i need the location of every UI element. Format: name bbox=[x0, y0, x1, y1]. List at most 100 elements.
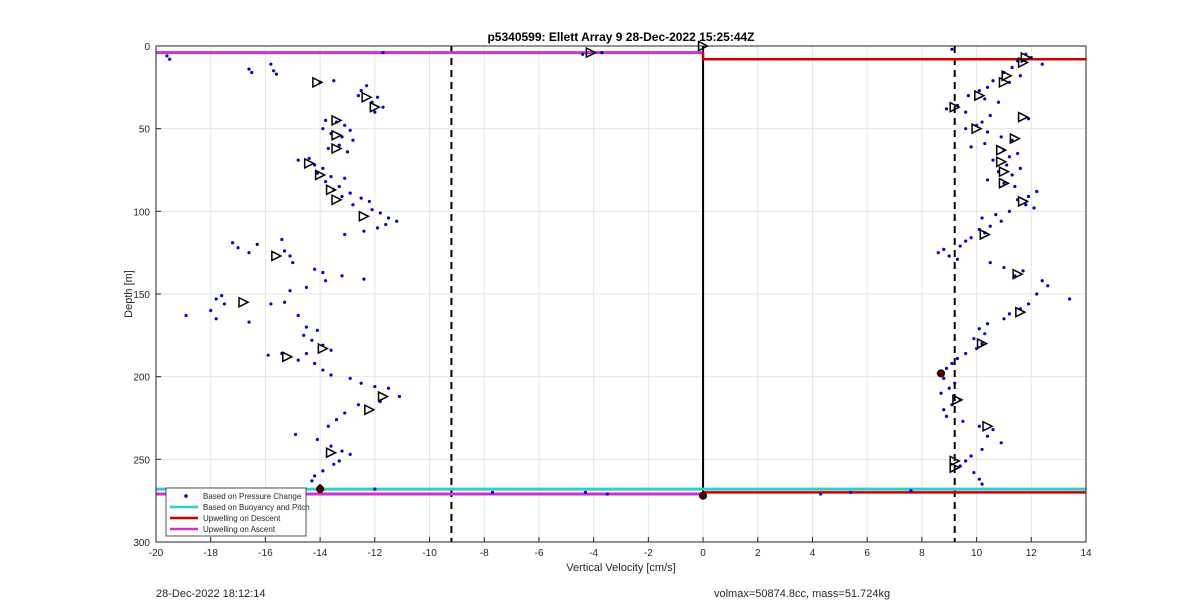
pressure-point bbox=[304, 325, 309, 329]
x-tick-label: 0 bbox=[700, 548, 706, 559]
x-tick-label: 10 bbox=[971, 548, 983, 559]
pressure-point bbox=[1002, 181, 1006, 185]
pressure-point bbox=[983, 97, 987, 101]
buoyancy-marker-descent bbox=[949, 455, 961, 467]
x-tick-label: -6 bbox=[534, 548, 543, 559]
legend-label: Upwelling on Ascent bbox=[203, 525, 276, 534]
pressure-point bbox=[313, 361, 317, 366]
y-tick-label: 300 bbox=[133, 538, 150, 549]
pressure-point bbox=[337, 143, 341, 147]
pressure-point bbox=[985, 178, 990, 182]
pressure-point bbox=[1021, 269, 1025, 273]
pressure-point bbox=[1002, 317, 1006, 321]
pressure-point bbox=[1035, 292, 1039, 296]
legend-label: Upwelling on Descent bbox=[203, 514, 281, 523]
pressure-point bbox=[988, 224, 992, 228]
pressure-point bbox=[291, 260, 295, 265]
y-tick-label: 100 bbox=[133, 207, 150, 218]
pressure-point bbox=[969, 145, 973, 149]
pressure-point bbox=[964, 351, 968, 356]
pressure-point bbox=[296, 313, 300, 318]
pressure-point bbox=[236, 246, 240, 250]
pressure-point bbox=[293, 432, 298, 437]
pressure-point bbox=[373, 384, 377, 389]
pressure-point bbox=[950, 47, 954, 51]
buoyancy-marker-ascent bbox=[325, 447, 338, 459]
pressure-point bbox=[343, 232, 347, 237]
x-tick-label: 12 bbox=[1026, 548, 1038, 559]
pressure-point bbox=[296, 358, 300, 362]
pressure-point bbox=[266, 353, 270, 357]
pressure-point bbox=[1040, 62, 1044, 66]
pressure-point bbox=[348, 376, 352, 380]
x-tick-label: -4 bbox=[589, 548, 598, 559]
pressure-point bbox=[994, 213, 998, 217]
pressure-point bbox=[1026, 117, 1031, 121]
pressure-point bbox=[955, 257, 960, 261]
pressure-point bbox=[282, 249, 287, 253]
pressure-point bbox=[375, 95, 380, 99]
x-tick-label: 14 bbox=[1080, 548, 1092, 559]
pressure-point bbox=[985, 130, 990, 134]
pressure-point bbox=[999, 219, 1003, 223]
pressure-point bbox=[980, 216, 984, 220]
buoyancy-marker-ascent bbox=[364, 404, 376, 416]
buoyancy-marker-descent bbox=[1017, 195, 1030, 208]
pressure-point bbox=[1005, 163, 1009, 167]
pressure-point bbox=[288, 289, 292, 293]
pressure-point bbox=[958, 464, 962, 468]
buoyancy-marker-descent bbox=[971, 122, 983, 135]
pressure-point bbox=[980, 447, 984, 452]
plot-content bbox=[156, 40, 1086, 542]
pressure-point bbox=[340, 194, 344, 199]
pressure-point bbox=[942, 376, 946, 380]
pressure-point bbox=[1007, 312, 1012, 316]
buoyancy-marker-descent bbox=[979, 228, 991, 241]
pressure-point bbox=[944, 366, 949, 370]
pressure-point bbox=[1007, 209, 1012, 213]
pressure-point bbox=[340, 274, 344, 278]
pressure-point bbox=[168, 57, 172, 61]
legend-label: Based on Pressure Change bbox=[203, 492, 302, 501]
pressure-point bbox=[944, 107, 949, 111]
buoyancy-marker-ascent bbox=[317, 342, 330, 355]
pressure-point bbox=[230, 241, 235, 245]
pressure-point bbox=[343, 411, 347, 415]
pressure-point bbox=[849, 490, 853, 494]
pressure-point bbox=[942, 247, 946, 251]
pressure-point bbox=[323, 118, 328, 122]
pressure-point bbox=[1046, 284, 1050, 288]
buoyancy-marker-ascent bbox=[358, 210, 371, 223]
pressure-point bbox=[343, 176, 347, 180]
buoyancy-marker-descent bbox=[998, 165, 1011, 178]
pressure-point bbox=[220, 294, 224, 298]
pressure-point bbox=[321, 469, 325, 473]
pressure-point bbox=[1018, 166, 1022, 170]
pressure-point bbox=[583, 490, 588, 494]
pressure-point bbox=[947, 386, 951, 390]
pressure-point bbox=[985, 322, 990, 326]
pressure-point bbox=[395, 219, 399, 223]
pressure-point bbox=[983, 141, 987, 146]
x-tick-label: 8 bbox=[919, 548, 925, 559]
pressure-point bbox=[359, 381, 363, 385]
pressure-point bbox=[999, 441, 1003, 445]
footer-params: volmax=50874.8cc, mass=51.724kg bbox=[714, 588, 891, 600]
pressure-point bbox=[1032, 206, 1036, 210]
pressure-point bbox=[1018, 74, 1022, 78]
pressure-point bbox=[977, 327, 981, 331]
pressure-point bbox=[936, 251, 940, 255]
pressure-point bbox=[367, 199, 371, 204]
pressure-point bbox=[310, 338, 314, 342]
pressure-point bbox=[348, 191, 352, 195]
buoyancy-marker-ascent bbox=[361, 91, 373, 103]
pressure-point bbox=[490, 490, 495, 494]
pressure-point bbox=[329, 348, 333, 352]
pressure-point bbox=[1010, 65, 1014, 70]
pressure-point bbox=[250, 70, 254, 75]
pressure-point bbox=[944, 414, 949, 418]
pressure-point bbox=[351, 203, 355, 207]
buoyancy-marker-descent bbox=[1009, 132, 1022, 145]
pressure-point bbox=[321, 166, 325, 170]
